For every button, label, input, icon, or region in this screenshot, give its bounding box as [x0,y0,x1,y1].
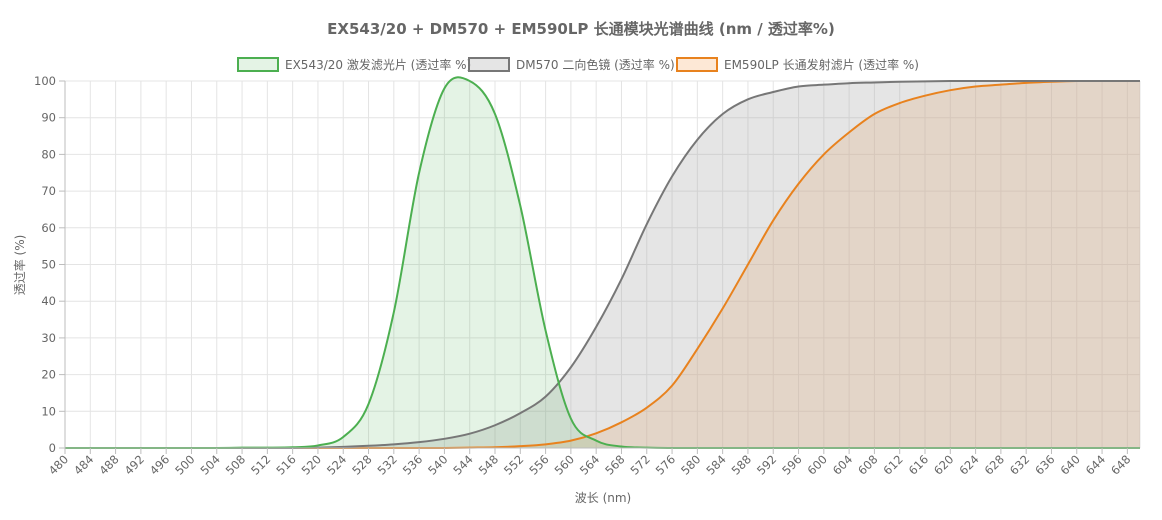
x-tick-label: 648 [1108,452,1133,477]
y-tick-label: 20 [41,368,56,382]
x-tick-label: 600 [805,452,830,477]
y-tick-label: 50 [41,258,56,272]
chart-legend: EX543/20 激发滤光片 (透过率 %) DM570 二向色镜 (透过率 %)… [237,57,919,72]
x-tick-label: 584 [703,452,728,477]
x-tick-label: 512 [248,452,273,477]
x-tick-label: 628 [982,452,1007,477]
x-tick-label: 588 [729,452,754,477]
chart-title: EX543/20 + DM570 + EM590LP 长通模块光谱曲线 (nm … [327,20,835,38]
x-tick-label: 556 [526,452,551,477]
y-tick-label: 90 [41,111,56,125]
y-tick-label: 0 [49,441,56,455]
x-axis-title: 波长 (nm) [575,491,631,505]
x-tick-label: 596 [779,452,804,477]
x-tick-label: 524 [324,452,349,477]
x-tick-label: 544 [450,452,475,477]
x-tick-label: 616 [906,452,931,477]
x-tick-label: 516 [273,452,298,477]
y-tick-label: 40 [41,294,56,308]
x-tick-label: 504 [197,452,222,477]
legend-label: EX543/20 激发滤光片 (透过率 %) [285,57,471,72]
y-tick-label: 70 [41,184,56,198]
series-area-2 [65,80,1140,449]
x-tick-label: 624 [956,452,981,477]
y-axis-title: 透过率 (%) [12,235,27,296]
x-tick-label: 608 [855,452,880,477]
x-tick-label: 560 [552,452,577,477]
x-tick-label: 492 [122,452,147,477]
x-tick-label: 528 [349,452,374,477]
x-tick-label: 564 [577,452,602,477]
x-tick-label: 612 [880,452,905,477]
series-areas [65,77,1140,449]
legend-item[interactable]: DM570 二向色镜 (透过率 %) [468,57,675,72]
x-tick-label: 508 [223,452,248,477]
series-area-1 [65,80,1140,449]
x-tick-label: 536 [400,452,425,477]
y-tick-label: 100 [34,74,56,88]
x-tick-label: 572 [627,452,652,477]
x-tick-label: 484 [71,452,96,477]
x-tick-label: 488 [96,452,121,477]
x-tick-label: 592 [754,452,779,477]
legend-item[interactable]: EM590LP 长通发射滤片 (透过率 %) [676,57,919,72]
x-tick-label: 496 [147,452,172,477]
y-tick-label: 10 [41,404,56,418]
x-tick-label: 540 [425,452,450,477]
x-tick-label: 644 [1083,452,1108,477]
x-tick-label: 552 [501,452,526,477]
x-tick-label: 576 [653,452,678,477]
x-tick-label: 568 [602,452,627,477]
legend-swatch [676,57,718,72]
y-tick-label: 60 [41,221,56,235]
x-tick-label: 620 [931,452,956,477]
legend-swatch [468,57,510,72]
legend-label: DM570 二向色镜 (透过率 %) [516,57,675,72]
x-tick-label: 480 [46,452,71,477]
x-tick-label: 580 [678,452,703,477]
x-tick-label: 604 [830,452,855,477]
y-tick-label: 80 [41,147,56,161]
legend-item[interactable]: EX543/20 激发滤光片 (透过率 %) [237,57,471,72]
x-tick-label: 548 [476,452,501,477]
x-tick-label: 500 [172,452,197,477]
x-tick-label: 532 [375,452,400,477]
x-tick-label: 640 [1057,452,1082,477]
x-tick-label: 520 [299,452,324,477]
legend-swatch [237,57,279,72]
x-tick-label: 636 [1032,452,1057,477]
y-tick-label: 30 [41,331,56,345]
x-tick-label: 632 [1007,452,1032,477]
legend-label: EM590LP 长通发射滤片 (透过率 %) [724,57,919,72]
